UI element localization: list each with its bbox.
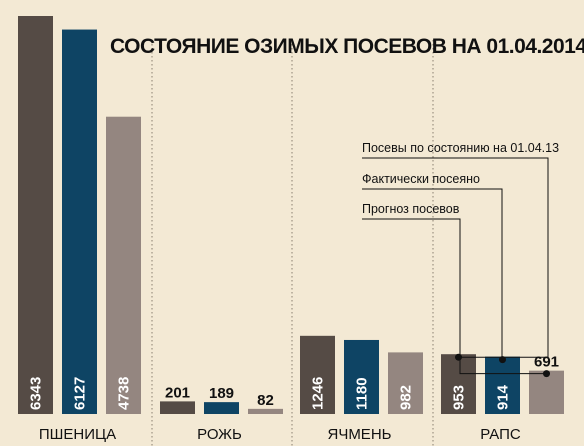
data-label: 82: [257, 392, 274, 409]
bar: [441, 354, 476, 414]
category-label: РОЖЬ: [197, 426, 242, 443]
bar: [300, 335, 335, 414]
bar: [485, 356, 520, 414]
bar: [388, 352, 423, 414]
data-label: 1246: [310, 377, 327, 410]
legend-leader-line: [362, 218, 547, 375]
bar: [160, 401, 195, 414]
bar: [18, 16, 53, 414]
legend-label: Прогноз посевов: [362, 202, 460, 216]
data-label: 4738: [116, 377, 133, 410]
legend-label: Фактически посеяно: [362, 172, 480, 186]
bar: [344, 339, 379, 414]
bar: [62, 29, 97, 414]
legend-leader-line: [362, 157, 549, 358]
bar: [204, 402, 239, 414]
category-label: ПШЕНИЦА: [39, 426, 116, 443]
bar: [248, 408, 283, 414]
bar: [106, 116, 141, 414]
legend-marker-dot: [499, 356, 506, 364]
data-label: 982: [398, 385, 415, 410]
legend-marker-dot: [455, 353, 462, 361]
data-label: 189: [209, 385, 234, 402]
category-label: РАПС: [480, 426, 521, 443]
data-label: 6127: [72, 377, 89, 410]
legend-label: Посевы по состоянию на 01.04.13: [362, 141, 559, 155]
legend-marker-dot: [543, 370, 550, 378]
category-label: ЯЧМЕНЬ: [327, 426, 391, 443]
data-label: 1180: [354, 377, 371, 410]
data-label: 201: [165, 384, 190, 401]
data-label: 691: [534, 354, 559, 371]
data-label: 953: [451, 385, 468, 410]
bar: [529, 370, 564, 414]
chart-title: СОСТОЯНИЕ ОЗИМЫХ ПОСЕВОВ НА 01.04.2014: [110, 35, 584, 58]
data-label: 6343: [28, 377, 45, 410]
data-label: 914: [495, 384, 512, 410]
